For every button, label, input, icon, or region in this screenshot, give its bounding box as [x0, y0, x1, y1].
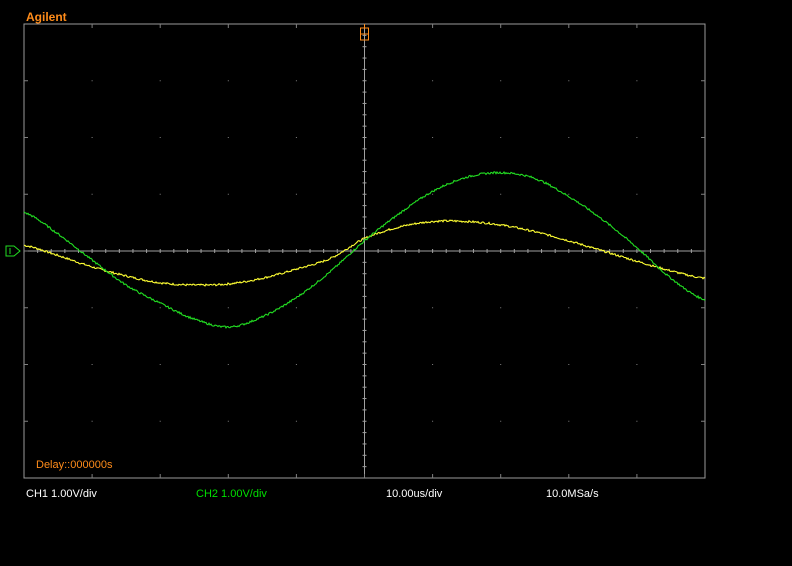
grid-dot [500, 137, 502, 138]
grid-dot [159, 137, 161, 138]
grid-dot [500, 420, 502, 422]
grid-dot [636, 80, 638, 82]
grid-dot [91, 137, 93, 138]
ground-marker-shape [5, 245, 21, 257]
grid-dot [568, 137, 570, 138]
grid-dot [91, 364, 93, 365]
channel-ground-marker [5, 245, 21, 257]
grid-dot [636, 420, 638, 422]
grid-dot [295, 420, 297, 422]
grid-dot [432, 193, 434, 195]
grid-dot [295, 307, 297, 309]
grid-dot [91, 80, 93, 82]
grid-dot [568, 364, 570, 365]
grid-dot [91, 420, 93, 422]
trigger-position-marker [360, 24, 369, 41]
ch2-trace [23, 171, 706, 329]
grid-dot [227, 80, 229, 82]
sample-rate-readout: 10.0MSa/s [546, 488, 599, 500]
brand-logo: Agilent [26, 10, 67, 24]
grid-dot [636, 137, 638, 138]
grid-dot [568, 420, 570, 422]
grid-dot [91, 307, 93, 309]
ch2-scale-readout: CH2 1.00V/div [196, 488, 267, 500]
grid-dot [500, 80, 502, 82]
grid-dot [295, 80, 297, 82]
grid-dot [500, 364, 502, 365]
grid-dot [432, 80, 434, 82]
ch1-trace [23, 219, 706, 287]
grid-dot [636, 307, 638, 309]
grid-dot [159, 364, 161, 365]
grid-dot [295, 364, 297, 365]
grid-dot [91, 193, 93, 195]
grid-dot [227, 137, 229, 138]
grid-dot [159, 307, 161, 309]
timebase-readout: 10.00us/div [386, 488, 443, 500]
grid-dot [159, 420, 161, 422]
grid-dot [500, 193, 502, 195]
grid-dot [432, 420, 434, 422]
grid-dot [159, 193, 161, 195]
markers [5, 24, 369, 257]
grid-dot [295, 137, 297, 138]
graticule-grid [23, 23, 706, 479]
grid-dot [432, 307, 434, 309]
ch1-scale-readout: CH1 1.00V/div [26, 488, 97, 500]
grid-dot [227, 193, 229, 195]
grid-dot [568, 307, 570, 309]
trace-area [23, 171, 706, 329]
grid-dot [159, 80, 161, 82]
grid-dot [227, 420, 229, 422]
grid-dot [227, 307, 229, 309]
grid-dot [432, 137, 434, 138]
grid-dot [295, 193, 297, 195]
grid-dot [500, 307, 502, 309]
grid-dot [227, 364, 229, 365]
grid-dot [432, 364, 434, 365]
grid-dot [636, 364, 638, 365]
grid-dot [568, 80, 570, 82]
grid-dot [636, 193, 638, 195]
grid-dot [568, 193, 570, 195]
delay-readout: Delay::000000s [36, 459, 113, 471]
